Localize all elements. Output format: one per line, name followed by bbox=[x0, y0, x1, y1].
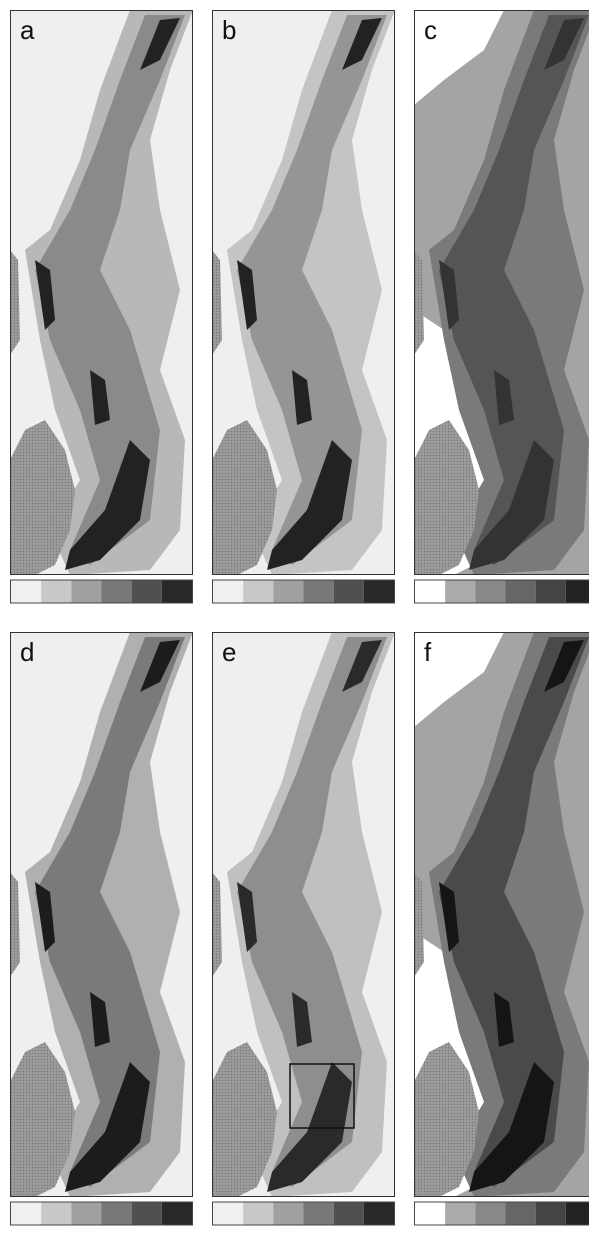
legend-swatch bbox=[334, 1202, 364, 1225]
legend-swatch bbox=[41, 580, 71, 603]
panel-label: c bbox=[424, 15, 437, 45]
legend-swatch bbox=[304, 580, 334, 603]
legend-swatch bbox=[364, 580, 394, 603]
panel-label: d bbox=[20, 637, 34, 667]
legend-swatch bbox=[304, 1202, 334, 1225]
map-panel: a bbox=[10, 10, 193, 615]
legend-swatch bbox=[566, 580, 589, 603]
legend-swatch bbox=[566, 1202, 589, 1225]
panel-label: b bbox=[222, 15, 236, 45]
legend-swatch bbox=[71, 1202, 101, 1225]
legend-swatch bbox=[71, 580, 101, 603]
legend-swatch bbox=[162, 1202, 192, 1225]
legend-swatch bbox=[445, 580, 475, 603]
legend-swatch bbox=[162, 580, 192, 603]
map-panel: d bbox=[10, 632, 193, 1237]
legend-swatch bbox=[132, 1202, 162, 1225]
map-panel: b bbox=[212, 10, 395, 615]
legend-swatch bbox=[132, 580, 162, 603]
legend-swatch bbox=[102, 580, 132, 603]
map-panel: c bbox=[414, 10, 589, 615]
legend-swatch bbox=[213, 1202, 243, 1225]
map-panel: e bbox=[212, 632, 395, 1237]
legend-swatch bbox=[11, 580, 41, 603]
legend-swatch bbox=[415, 580, 445, 603]
legend-swatch bbox=[536, 580, 566, 603]
legend-swatch bbox=[11, 1202, 41, 1225]
legend-swatch bbox=[41, 1202, 71, 1225]
legend-swatch bbox=[102, 1202, 132, 1225]
legend-swatch bbox=[213, 580, 243, 603]
panel-label: f bbox=[424, 637, 432, 667]
legend-swatch bbox=[475, 580, 505, 603]
legend-swatch bbox=[273, 580, 303, 603]
panel-label: e bbox=[222, 637, 236, 667]
legend-swatch bbox=[415, 1202, 445, 1225]
legend-swatch bbox=[243, 580, 273, 603]
figure: {"panels": [{"label": "a"}, {"label": "b… bbox=[0, 0, 589, 1226]
legend-swatch bbox=[334, 580, 364, 603]
legend-swatch bbox=[243, 1202, 273, 1225]
legend-swatch bbox=[506, 1202, 536, 1225]
legend-swatch bbox=[445, 1202, 475, 1225]
map-panel: f bbox=[414, 632, 589, 1237]
panel-label: a bbox=[20, 15, 35, 45]
legend-swatch bbox=[475, 1202, 505, 1225]
legend-swatch bbox=[364, 1202, 394, 1225]
legend-swatch bbox=[536, 1202, 566, 1225]
legend-swatch bbox=[273, 1202, 303, 1225]
legend-swatch bbox=[506, 580, 536, 603]
